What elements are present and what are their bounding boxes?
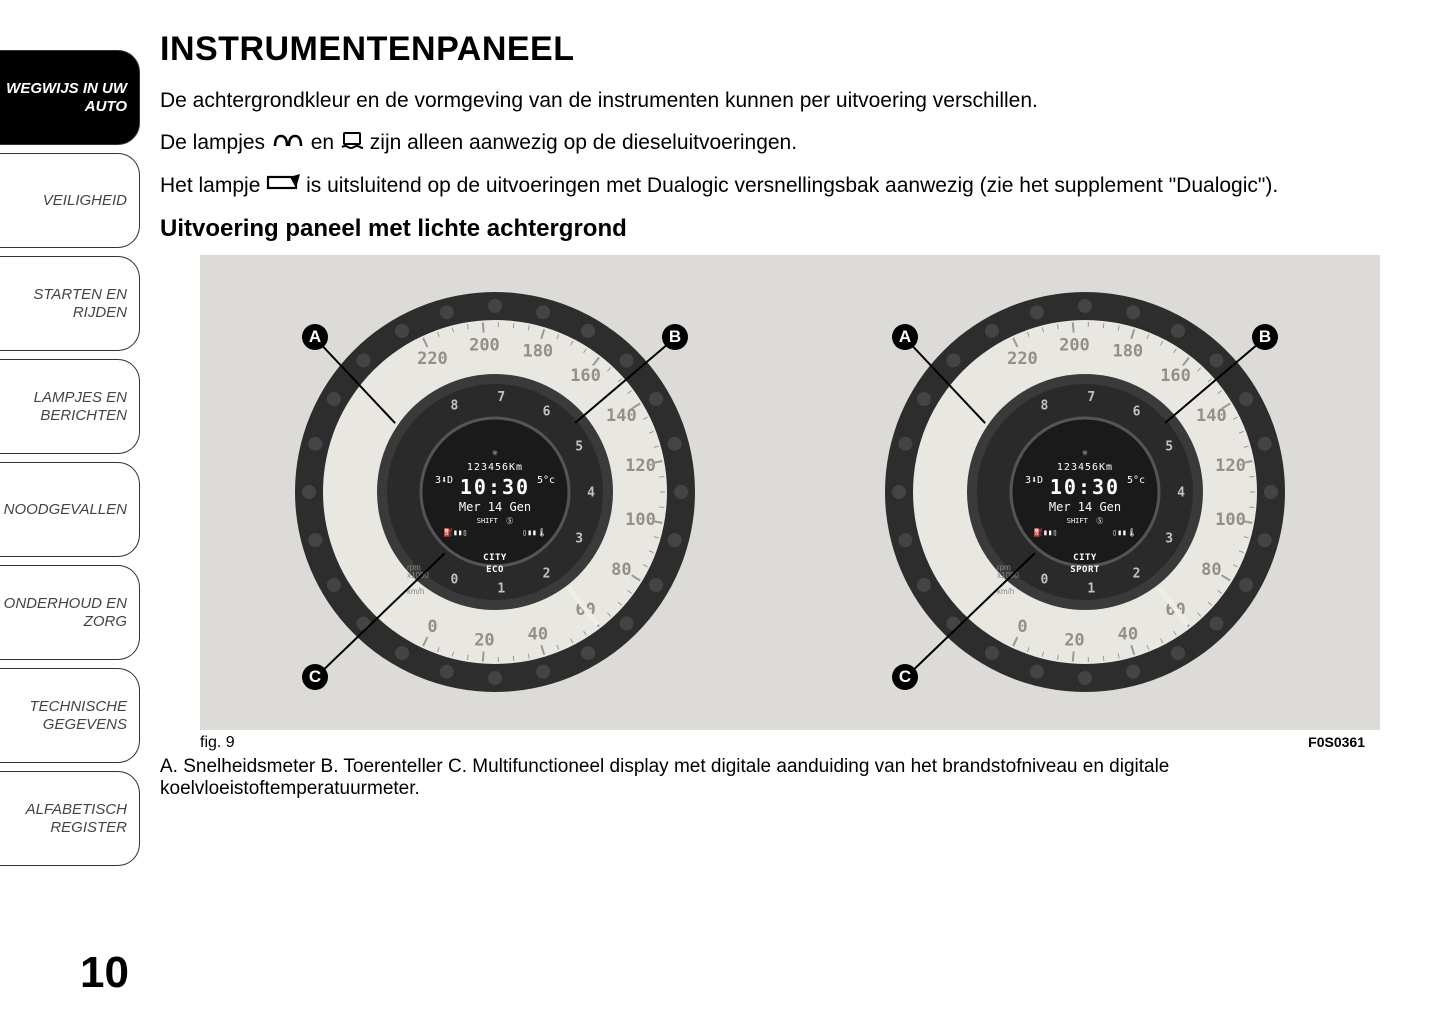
- sidebar-tab[interactable]: STARTEN EN RIJDEN: [0, 256, 140, 351]
- gauge-left: 0204060801001201401601802002200204060801…: [285, 282, 705, 702]
- page-number: 10: [80, 948, 129, 998]
- transmission-fault-icon: [266, 172, 300, 200]
- svg-text:5: 5: [575, 439, 583, 454]
- sidebar-tab[interactable]: WEGWIJS IN UW AUTO: [0, 50, 140, 145]
- water-in-fuel-icon: [340, 130, 364, 158]
- svg-text:3: 3: [575, 532, 583, 547]
- svg-text:180: 180: [1112, 341, 1143, 361]
- svg-text:0: 0: [427, 617, 437, 637]
- glowplug-icon: [271, 130, 305, 158]
- svg-text:7: 7: [1087, 390, 1095, 405]
- svg-text:220: 220: [1007, 349, 1038, 369]
- svg-text:5: 5: [1165, 439, 1173, 454]
- svg-text:4: 4: [1177, 486, 1185, 501]
- svg-text:4: 4: [587, 486, 595, 501]
- svg-text:1: 1: [497, 581, 505, 596]
- svg-text:180: 180: [522, 341, 553, 361]
- main-content: INSTRUMENTENPANEEL De achtergrondkleur e…: [160, 30, 1405, 800]
- page-title: INSTRUMENTENPANEEL: [160, 30, 1405, 69]
- sidebar-tab[interactable]: NOODGEVALLEN: [0, 462, 140, 557]
- sidebar-tab[interactable]: ONDERHOUD EN ZORG: [0, 565, 140, 660]
- svg-text:120: 120: [1215, 456, 1246, 476]
- svg-text:6: 6: [1133, 405, 1141, 420]
- svg-text:200: 200: [1059, 335, 1090, 355]
- svg-text:200: 200: [469, 335, 500, 355]
- sidebar-tab[interactable]: LAMPJES EN BERICHTEN: [0, 359, 140, 454]
- svg-text:8: 8: [451, 399, 459, 414]
- figure-code: F0S0361: [1308, 734, 1365, 752]
- svg-text:100: 100: [625, 510, 656, 530]
- svg-text:40: 40: [528, 625, 548, 645]
- svg-text:3: 3: [1165, 532, 1173, 547]
- sidebar: WEGWIJS IN UW AUTOVEILIGHEIDSTARTEN EN R…: [0, 50, 140, 874]
- svg-text:7: 7: [497, 390, 505, 405]
- svg-text:km/h: km/h: [997, 587, 1014, 596]
- figure-legend: A. Snelheidsmeter B. Toerenteller C. Mul…: [160, 756, 1405, 800]
- svg-text:160: 160: [1160, 366, 1191, 386]
- svg-text:220: 220: [417, 349, 448, 369]
- gauge-right: 0204060801001201401601802002200204060801…: [875, 282, 1295, 702]
- svg-text:8: 8: [1041, 399, 1049, 414]
- svg-text:6: 6: [543, 405, 551, 420]
- svg-text:20: 20: [1064, 631, 1084, 651]
- sidebar-tab[interactable]: TECHNISCHE GEGEVENS: [0, 668, 140, 763]
- sidebar-tab[interactable]: ALFABETISCH REGISTER: [0, 771, 140, 866]
- paragraph: De lampjes en zijn alleen aanwezig op de…: [160, 129, 1405, 158]
- paragraph: Het lampje is uitsluitend op de uitvoeri…: [160, 172, 1405, 201]
- figure-number: fig. 9: [200, 734, 235, 752]
- figure-caption-row: fig. 9 F0S0361: [200, 734, 1365, 752]
- svg-text:20: 20: [474, 631, 494, 651]
- svg-text:100: 100: [1215, 510, 1246, 530]
- paragraph: De achtergrondkleur en de vormgeving van…: [160, 87, 1405, 115]
- svg-text:80: 80: [1201, 560, 1221, 580]
- svg-text:km/h: km/h: [407, 587, 424, 596]
- svg-text:40: 40: [1118, 625, 1138, 645]
- svg-text:80: 80: [611, 560, 631, 580]
- svg-text:120: 120: [625, 456, 656, 476]
- subheading: Uitvoering paneel met lichte achtergrond: [160, 215, 1405, 243]
- svg-text:160: 160: [570, 366, 601, 386]
- figure: 0204060801001201401601802002200204060801…: [200, 255, 1380, 730]
- svg-text:0: 0: [1017, 617, 1027, 637]
- svg-text:1: 1: [1087, 581, 1095, 596]
- sidebar-tab[interactable]: VEILIGHEID: [0, 153, 140, 248]
